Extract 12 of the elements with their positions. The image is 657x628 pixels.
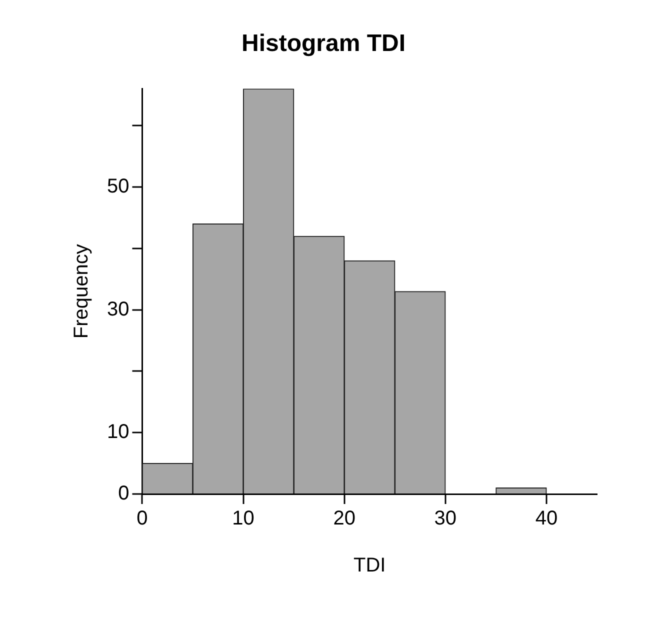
x-axis-title: TDI [354,554,386,577]
x-tick-label: 30 [434,508,457,530]
x-tick-label: 40 [535,508,558,530]
x-tick-label: 0 [136,508,148,530]
y-tick-label: 10 [106,421,130,444]
y-tick-label: 0 [118,482,130,505]
y-axis-title: Frequency [70,244,93,339]
y-tick-label: 50 [106,176,130,198]
x-tick-label: 10 [232,508,254,530]
x-tick-label: 20 [333,508,356,530]
chart-title: Histogram TDI [241,30,406,58]
y-tick-label: 30 [106,298,130,320]
